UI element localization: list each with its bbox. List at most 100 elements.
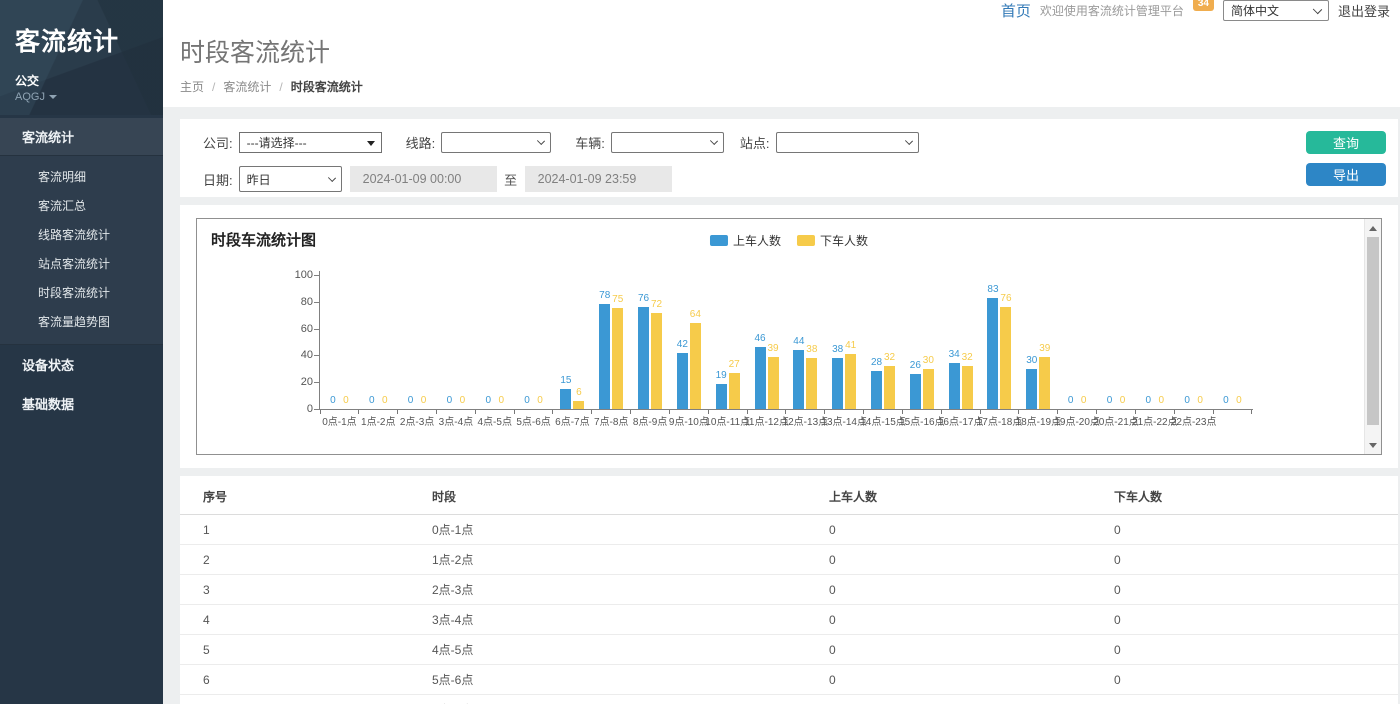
export-button[interactable]: 导出 <box>1306 163 1386 186</box>
vehicle-select[interactable] <box>610 131 724 153</box>
bar-groups: 0 0 0 0 0 0 0 0 0 0 0 0 15 6 78 75 76 72 42 64 19 27 46 39 44 38 3… <box>319 219 1253 414</box>
bar-column: 0 <box>366 219 377 409</box>
bar-value-label: 32 <box>961 352 973 363</box>
table-cell: 5 <box>180 634 409 665</box>
sidebar-item-passenger-stats[interactable]: 客流统计 <box>0 118 163 155</box>
y-axis-tick <box>314 355 319 357</box>
sidebar-subitem[interactable]: 客流量趋势图 <box>38 315 111 329</box>
legend-item[interactable]: 上车人数 <box>709 232 781 249</box>
y-axis-tick <box>314 328 319 330</box>
x-axis-tick-label: 18点-19点 <box>1015 417 1062 428</box>
filter-panel: 公司: ---请选择--- 线路: 车辆: 站点: <box>180 119 1398 197</box>
breadcrumb-link[interactable]: 主页 <box>180 80 205 94</box>
legend-item[interactable]: 下车人数 <box>797 232 868 249</box>
query-button[interactable]: 查询 <box>1306 131 1386 154</box>
org-code-dropdown[interactable]: AQGJ <box>15 91 163 103</box>
sidebar-item-base-data[interactable]: 基础数据 <box>22 397 75 412</box>
bar-column: 39 <box>1039 219 1050 409</box>
x-axis-tick-label: 7点-8点 <box>593 417 629 428</box>
bar-value-label: 32 <box>883 352 896 363</box>
x-axis-tick-label: 0点-1点 <box>322 417 357 428</box>
bar-value-label: 0 <box>407 395 414 406</box>
bar-value-label: 0 <box>1119 395 1126 406</box>
x-axis-tick-label: 1点-2点 <box>361 417 396 428</box>
x-axis-tick-label: 11点-12点 <box>744 417 789 428</box>
scrollbar-thumb[interactable] <box>1367 237 1379 425</box>
bar-value-label: 30 <box>1026 355 1038 366</box>
x-axis-tick-label: 16点-17点 <box>937 417 984 428</box>
bar <box>560 389 572 409</box>
bar-value-label: 46 <box>754 333 766 344</box>
table-header-cell: 序号 <box>180 477 409 515</box>
table-cell: 0 <box>806 604 1092 635</box>
bar-value-label: 0 <box>1197 395 1203 406</box>
bar-column: 0 <box>1233 219 1244 409</box>
x-axis-tick-label: 21点-22点 <box>1132 417 1178 428</box>
bar-value-label: 0 <box>1067 395 1074 406</box>
table-cell: 0 <box>1091 544 1398 575</box>
bar-value-label: 19 <box>715 370 727 381</box>
bar-value-label: 0 <box>459 395 466 406</box>
scrollbar-up-arrow-icon[interactable] <box>1365 220 1381 236</box>
y-axis-tick-label: 60 <box>300 322 313 335</box>
bar <box>793 350 805 409</box>
bar-value-label: 0 <box>537 395 543 406</box>
logout-link[interactable]: 退出登录 <box>1337 4 1390 19</box>
sidebar-menu: 客流统计客流明细客流汇总线路客流统计 站点客流统计 时段客流统计 客流量趋势图设备状态… <box>0 118 163 423</box>
y-axis-tick-label: 40 <box>300 349 313 362</box>
bar-group: 26 30 <box>902 219 942 414</box>
bar-group: 30 39 <box>1019 219 1059 414</box>
date-preset-select[interactable]: 昨日 <box>238 166 342 192</box>
sidebar-subitem[interactable]: 时段客流统计 <box>38 286 111 300</box>
main-area: 首页 欢迎使用客流统计管理平台 34 简体中文 退出登录 时段客流统计 主页 / 客… <box>163 0 1400 704</box>
page-content: 公司: ---请选择--- 线路: 车辆: 站点: <box>163 107 1400 704</box>
bar-value-label: 0 <box>446 395 453 406</box>
bar-column: 42 <box>677 219 688 409</box>
y-axis-tick-label: 80 <box>300 295 313 308</box>
sidebar-subitem[interactable]: 客流明细 <box>38 170 87 184</box>
sidebar-item-device-status[interactable]: 设备状态 <box>22 358 75 373</box>
bar-value-label: 15 <box>560 375 572 386</box>
bar <box>909 374 921 409</box>
bar <box>612 308 624 409</box>
app-brand[interactable]: 客流统计 <box>15 28 120 56</box>
bar-column: 0 <box>1117 219 1128 409</box>
breadcrumb-link[interactable]: 客流统计 <box>223 80 272 94</box>
chart-scrollbar[interactable] <box>1364 219 1381 454</box>
notification-badge[interactable]: 34 <box>1192 0 1214 11</box>
time-slot-table: 序号 时段 上车人数 下车人数 1 0点-1点 0 0 2 1点-2点 0 0 3 2点-3点 0 0 4 3点… <box>180 477 1398 704</box>
table-header-cell: 上车人数 <box>806 477 1092 515</box>
table-cell: 6 <box>180 664 409 695</box>
sidebar-subitem[interactable]: 线路客流统计 <box>38 228 111 242</box>
bar-value-label: 41 <box>845 340 857 351</box>
date-to-input[interactable]: 2024-01-09 23:59 <box>524 166 672 192</box>
company-select[interactable]: ---请选择--- <box>238 131 382 153</box>
table-cell: 0 <box>1091 514 1398 545</box>
table-row: 6 5点-6点 0 0 <box>180 664 1398 695</box>
bar-group: 28 32 <box>864 219 903 414</box>
bar-column: 0 <box>340 219 351 409</box>
legend-label: 下车人数 <box>820 234 869 248</box>
table-cell: 0 <box>806 664 1092 695</box>
line-select[interactable] <box>441 131 552 153</box>
bar-column: 0 <box>379 219 390 409</box>
bar-group: 19 27 <box>708 219 748 414</box>
language-select[interactable]: 简体中文 <box>1222 0 1329 21</box>
station-select[interactable] <box>775 131 919 153</box>
sidebar-subitem[interactable]: 站点客流统计 <box>38 257 111 271</box>
home-link[interactable]: 首页 <box>1000 3 1031 20</box>
y-axis-line <box>319 271 320 410</box>
bar-value-label: 0 <box>1145 395 1152 406</box>
scrollbar-down-arrow-icon[interactable] <box>1365 437 1381 453</box>
table-cell: 0 <box>1091 664 1398 695</box>
date-from-input[interactable]: 2024-01-09 00:00 <box>349 166 497 192</box>
x-axis-tick-label: 4点-5点 <box>477 417 512 428</box>
table-cell: 1点-2点 <box>408 544 807 575</box>
table-cell: 5点-6点 <box>408 664 807 695</box>
bar-column: 32 <box>884 219 895 409</box>
sidebar-subitem[interactable]: 客流汇总 <box>38 199 87 213</box>
bar <box>651 313 663 409</box>
